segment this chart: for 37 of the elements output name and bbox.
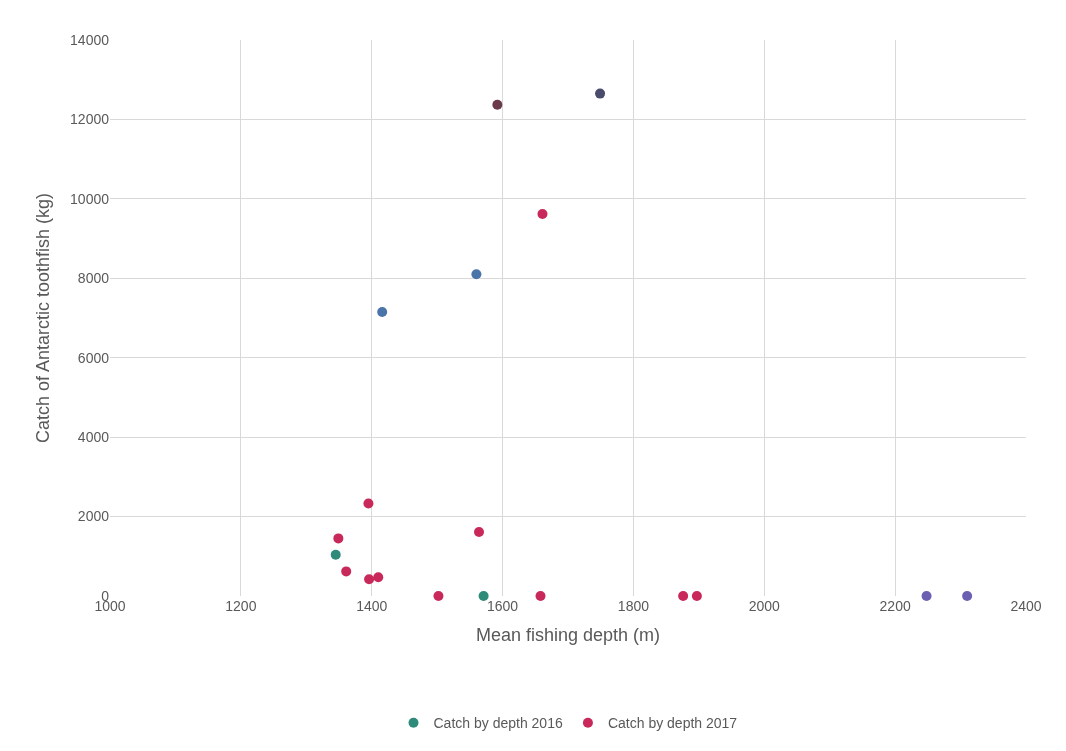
point <box>537 208 548 219</box>
point <box>377 307 388 318</box>
point <box>492 99 503 110</box>
x-tick-label: 2000 <box>748 598 781 614</box>
legend-label: Catch by depth 2016 <box>433 715 563 732</box>
point <box>921 591 932 601</box>
point <box>433 591 444 601</box>
x-tick-label: 1400 <box>356 598 388 614</box>
point <box>363 498 374 509</box>
y-tick-label: 4000 <box>77 429 110 446</box>
point <box>341 566 352 577</box>
x-tick-label: 2200 <box>879 598 911 614</box>
point <box>330 549 341 560</box>
point <box>678 591 689 601</box>
x-tick-label: 2400 <box>1010 598 1042 614</box>
point <box>333 533 344 544</box>
point <box>595 88 606 99</box>
y-tick-label: 6000 <box>77 349 110 366</box>
x-tick-label: 1600 <box>486 598 519 614</box>
x-axis-title: Mean fishing depth (m) <box>475 625 661 646</box>
y-axis-title: Catch of Antarctic toothfish (kg) <box>33 192 54 444</box>
y-tick-label: 8000 <box>77 270 110 287</box>
point <box>474 527 485 538</box>
x-tick-label: 1200 <box>225 598 257 614</box>
point <box>471 269 482 280</box>
point <box>691 591 702 601</box>
point <box>962 591 973 601</box>
point <box>364 574 375 585</box>
point <box>535 591 546 601</box>
point <box>373 572 384 583</box>
point <box>478 591 489 601</box>
x-tick-label: 1800 <box>617 598 650 614</box>
y-tick-label: 12000 <box>70 111 110 128</box>
y-tick-label: 10000 <box>70 190 110 207</box>
legend-label: Catch by depth 2017 <box>607 715 738 732</box>
y-tick-label: 14000 <box>70 31 110 48</box>
y-tick-label: 2000 <box>77 508 110 525</box>
